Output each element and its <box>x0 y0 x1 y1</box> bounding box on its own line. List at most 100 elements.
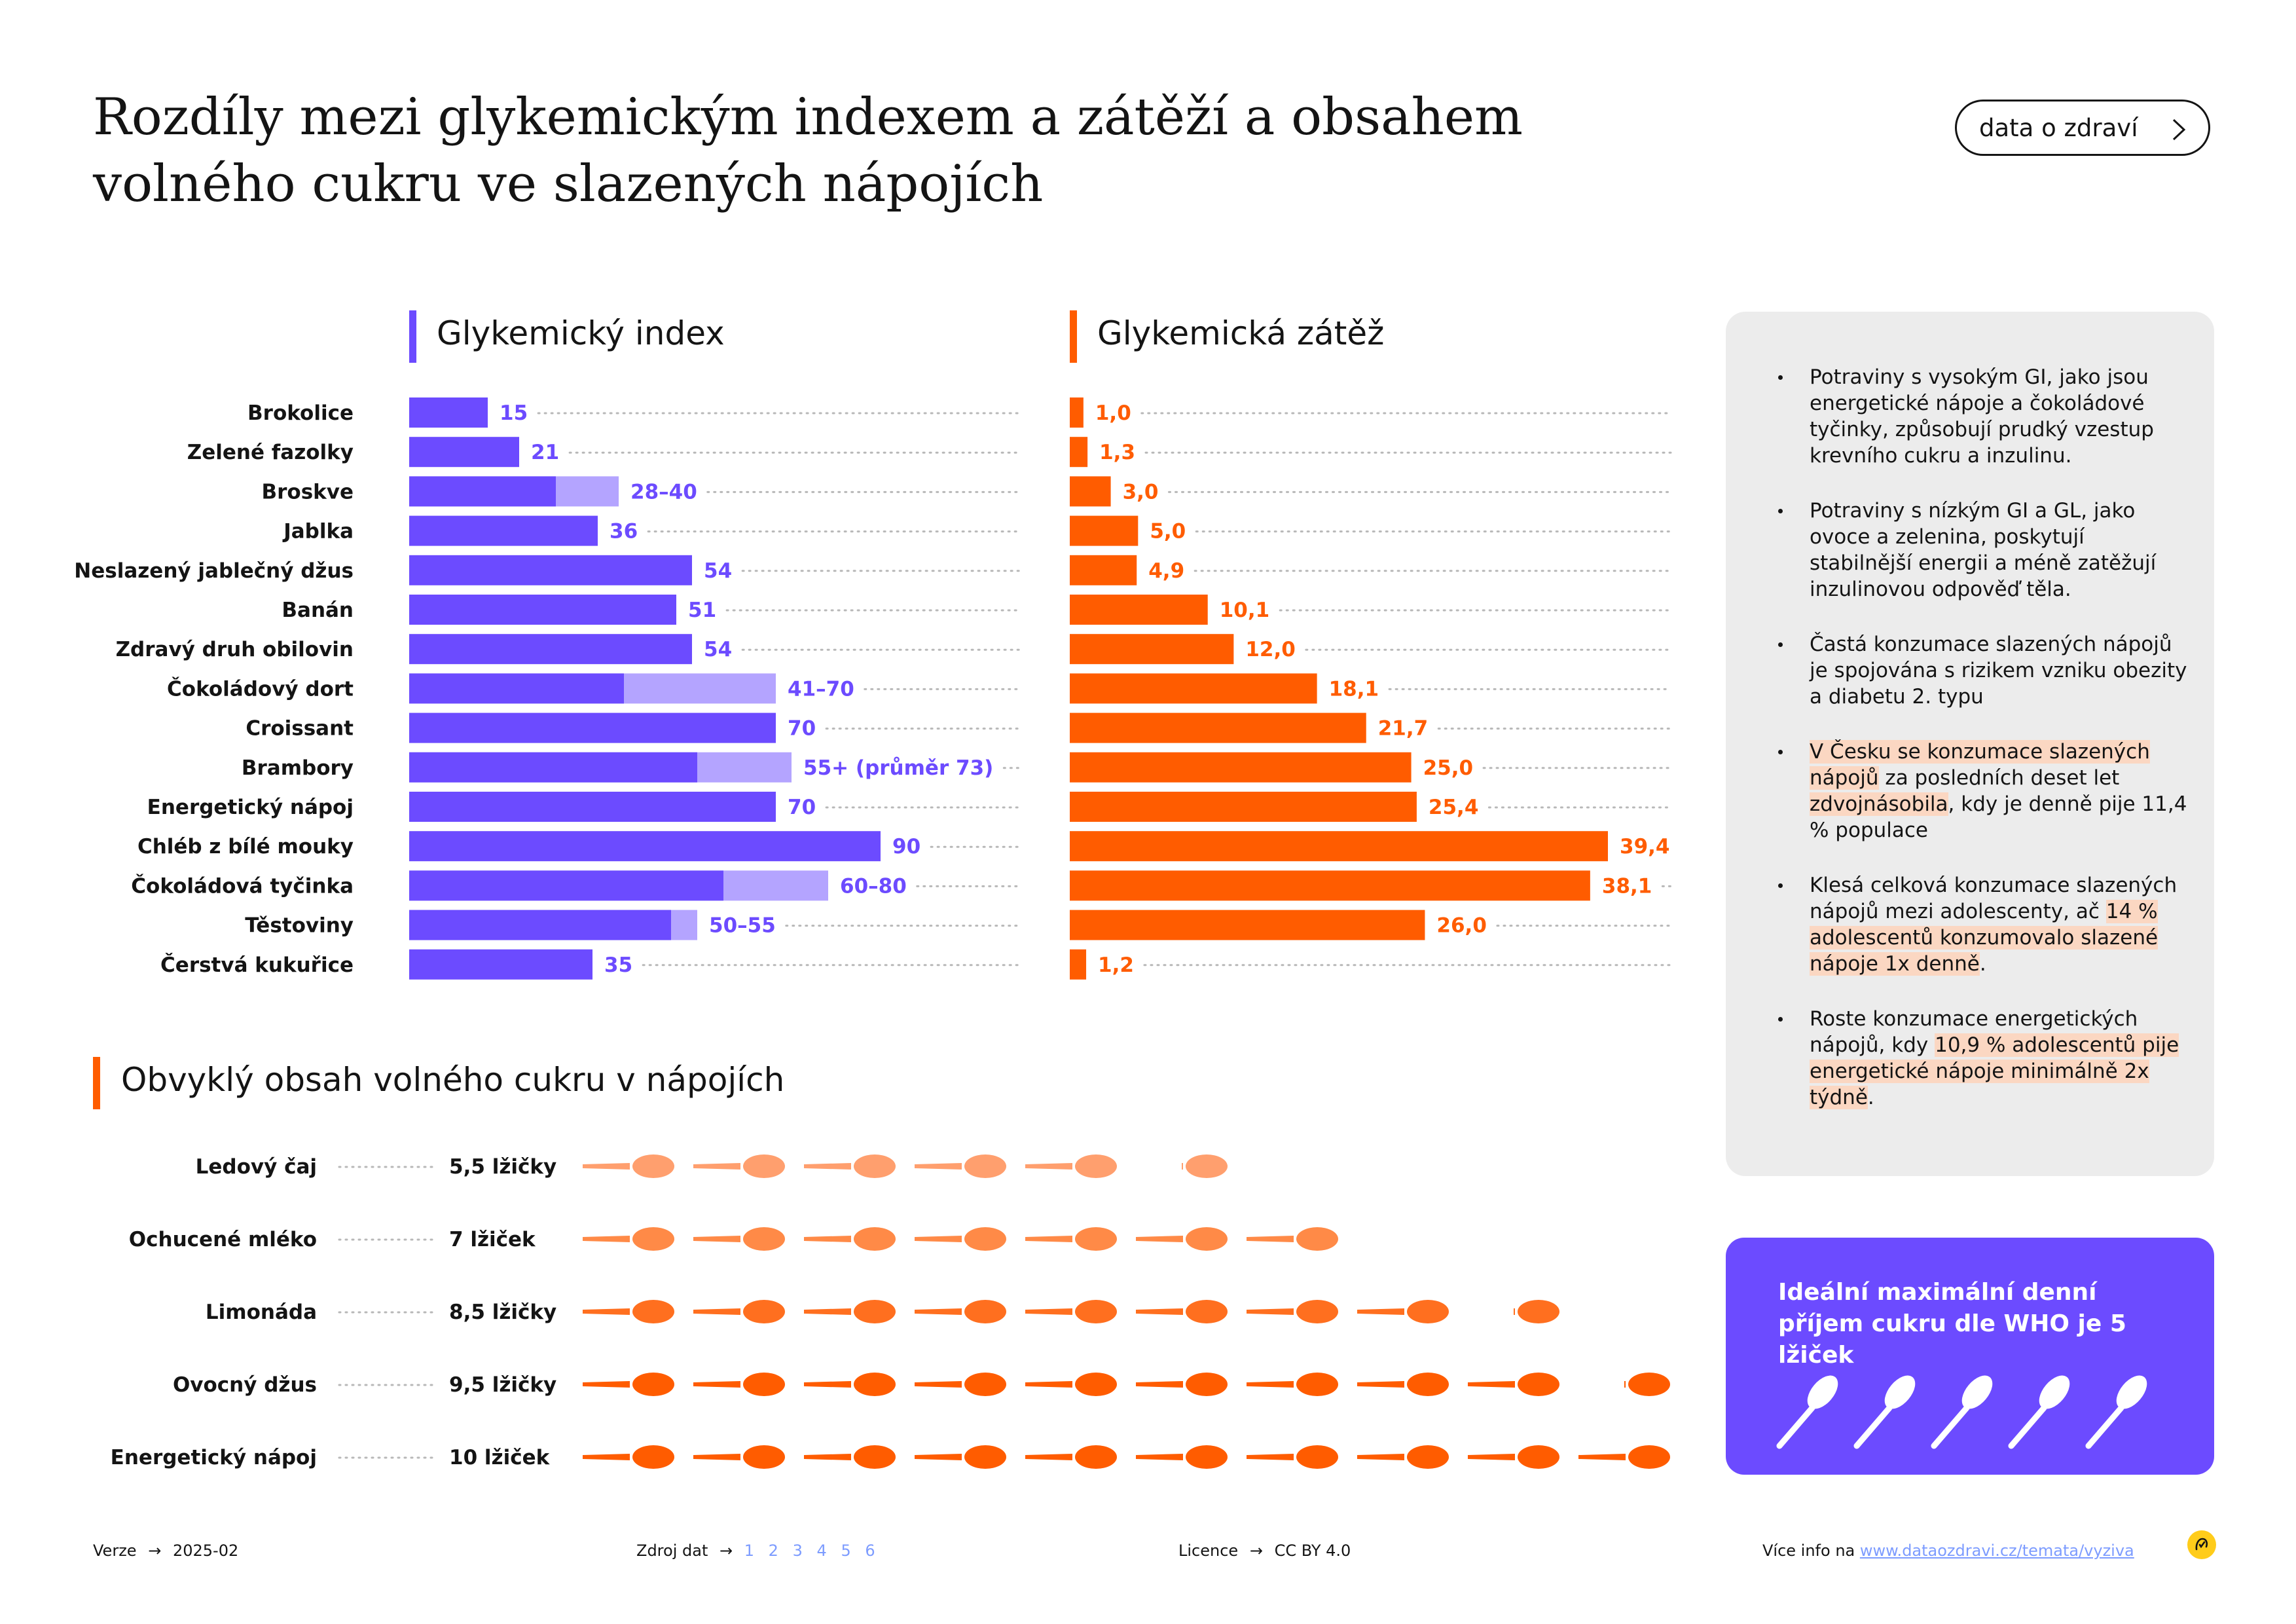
glycemic-index-chart: Glykemický index Brokolice 15 Zelené fazolk… <box>74 310 1023 980</box>
spoon-icon <box>915 1227 1006 1251</box>
gl-value-label: 1,0 <box>1095 401 1131 425</box>
sugar-category-label: Ovocný džus <box>173 1373 317 1397</box>
spoon-icon <box>1247 1300 1338 1323</box>
spoon-icon <box>1357 1445 1449 1469</box>
source-link-5[interactable]: 5 <box>841 1541 851 1560</box>
info-text: za posledních deset let <box>1878 766 2120 790</box>
version-arrow: → <box>148 1541 162 1560</box>
spoon-icon <box>1182 1154 1228 1178</box>
gl-value-label: 26,0 <box>1436 914 1487 938</box>
more-info-link[interactable]: www.dataozdravi.cz/temata/vyziva <box>1859 1541 2134 1560</box>
gl-value-label: 38,1 <box>1602 874 1652 898</box>
spoon-icon <box>583 1154 674 1178</box>
sugar-value-label: 5,5 lžičky <box>449 1155 556 1179</box>
spoon-icon <box>583 1445 674 1469</box>
gi-value-label: 90 <box>892 835 920 858</box>
spoon-icon <box>1357 1300 1449 1323</box>
gi-bar <box>409 673 624 704</box>
gi-value-label: 50–55 <box>709 914 776 938</box>
source-label: Zdroj dat <box>636 1541 708 1560</box>
sugar-content-chart: Obvyklý obsah volného cukru v nápojích Le… <box>93 1057 1670 1469</box>
spoon-icon <box>583 1227 674 1251</box>
info-item: Roste konzumace energetických nápojů, kd… <box>1777 1006 2189 1111</box>
version-label: Verze <box>93 1541 137 1560</box>
sugar-spoon-row <box>583 1445 1670 1469</box>
spoon-icon <box>915 1445 1006 1469</box>
gi-category-label: Banán <box>282 599 354 622</box>
gl-bar <box>1070 437 1088 468</box>
gi-category-label: Broskve <box>261 480 354 504</box>
gi-bar <box>409 437 519 468</box>
spoon-icon <box>693 1154 785 1178</box>
info-text: . <box>1867 1086 1874 1109</box>
spoon-icon <box>804 1373 896 1396</box>
info-item: Potraviny s vysokým GI, jako jsou energe… <box>1777 364 2189 469</box>
spoon-icon <box>1136 1227 1228 1251</box>
gi-category-label: Neslazený jablečný džus <box>74 559 354 583</box>
source-link-4[interactable]: 4 <box>816 1541 827 1560</box>
gl-bar <box>1070 910 1425 940</box>
spoon-icon <box>915 1300 1006 1323</box>
spoon-icon <box>1136 1445 1228 1469</box>
gi-bar <box>409 949 592 980</box>
spoon-icon <box>583 1300 674 1323</box>
gl-bar <box>1070 555 1137 585</box>
gi-bar <box>409 515 598 546</box>
gl-bar <box>1070 515 1139 546</box>
spoon-icon <box>693 1227 785 1251</box>
gi-category-label: Brambory <box>242 756 354 780</box>
gi-bar <box>409 712 776 743</box>
footer-more-info: Více info na www.dataozdravi.cz/temata/v… <box>1762 1541 2134 1560</box>
sugar-spoon-row <box>583 1227 1338 1251</box>
gl-bar <box>1070 476 1111 507</box>
gi-value-label: 28–40 <box>630 480 697 504</box>
gi-bar <box>409 555 692 585</box>
gl-value-label: 1,2 <box>1098 953 1134 977</box>
sugar-chart-title: Obvyklý obsah volného cukru v nápojích <box>121 1061 784 1099</box>
source-link-6[interactable]: 6 <box>865 1541 875 1560</box>
gi-value-label: 55+ (průměr 73) <box>803 756 993 780</box>
spoon-icon <box>1025 1373 1117 1396</box>
gl-value-label: 1,3 <box>1099 441 1135 464</box>
who-spoon-row <box>1776 1375 2147 1449</box>
sugar-header-marker <box>93 1057 100 1109</box>
spoon-icon <box>583 1373 674 1396</box>
gl-value-label: 12,0 <box>1245 638 1296 661</box>
gl-value-label: 25,4 <box>1429 796 1479 819</box>
spoon-icon <box>804 1300 896 1323</box>
gi-category-label: Brokolice <box>247 401 354 425</box>
data-o-zdravi-button[interactable]: data o zdraví <box>1955 100 2210 156</box>
source-link-3[interactable]: 3 <box>792 1541 803 1560</box>
spoon-icon <box>1025 1154 1117 1178</box>
sticker-icon <box>2187 1530 2216 1559</box>
source-link-1[interactable]: 1 <box>744 1541 755 1560</box>
gl-bar <box>1070 595 1208 625</box>
gi-value-label: 54 <box>704 559 732 583</box>
gi-category-label: Energetický nápoj <box>147 796 354 819</box>
gl-bar <box>1070 752 1412 783</box>
source-link-2[interactable]: 2 <box>768 1541 778 1560</box>
spoon-icon <box>693 1373 785 1396</box>
info-list: Potraviny s vysokým GI, jako jsou energe… <box>1777 364 2187 1111</box>
sugar-value-label: 10 lžiček <box>449 1446 551 1469</box>
spoon-icon <box>1468 1373 1559 1396</box>
gi-value-label: 35 <box>604 953 632 977</box>
gl-bar <box>1070 870 1590 901</box>
spoon-icon <box>2085 1375 2147 1449</box>
gi-bar <box>409 831 881 862</box>
gl-value-label: 21,7 <box>1378 717 1429 741</box>
spoon-icon <box>1468 1445 1559 1469</box>
page-title: Rozdíly mezi glykemickým indexem a zátěž… <box>93 84 1599 217</box>
gl-value-label: 25,0 <box>1423 756 1474 780</box>
title-line-1: Rozdíly mezi glykemickým indexem a zátěž… <box>93 88 1523 147</box>
gl-chart-title: Glykemická zátěž <box>1097 314 1384 352</box>
spoon-icon <box>915 1154 1006 1178</box>
sugar-category-label: Limonáda <box>206 1301 317 1324</box>
gi-category-label: Croissant <box>246 717 354 741</box>
spoon-icon <box>915 1373 1006 1396</box>
gi-category-label: Čerstvá kukuřice <box>160 953 354 977</box>
spoon-icon <box>1931 1375 1993 1449</box>
info-text: Častá konzumace slazených nápojů je spoj… <box>1810 633 2187 709</box>
gi-value-label: 70 <box>788 717 816 741</box>
spoon-icon <box>1136 1300 1228 1323</box>
